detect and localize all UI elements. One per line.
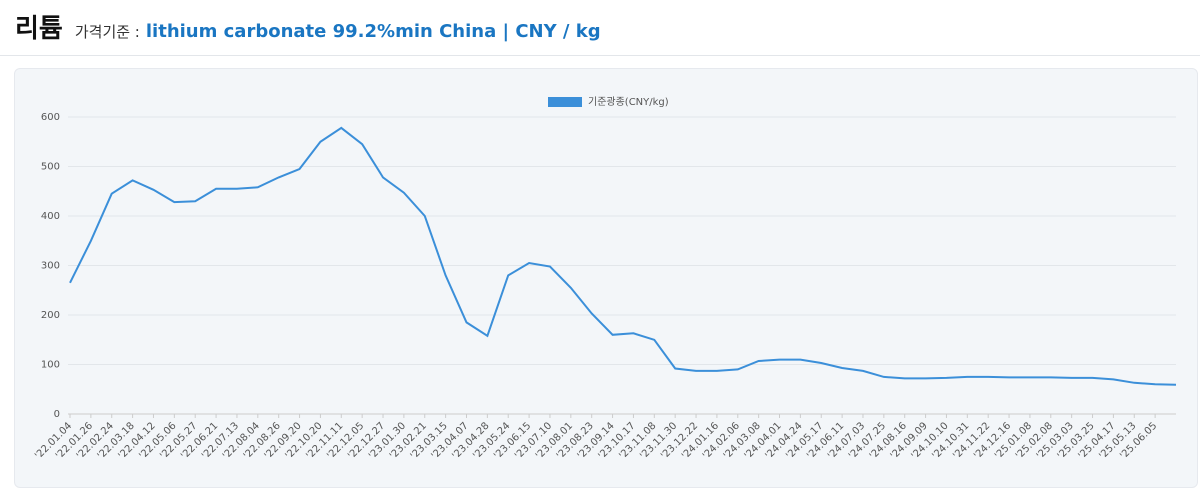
y-tick-label: 600 bbox=[41, 112, 60, 123]
chart-card bbox=[14, 68, 1198, 488]
y-tick-label: 500 bbox=[41, 162, 60, 173]
y-tick-label: 400 bbox=[41, 211, 60, 222]
divider bbox=[0, 55, 1200, 56]
y-tick-label: 100 bbox=[41, 360, 60, 371]
legend-swatch bbox=[548, 97, 582, 107]
y-tick-label: 0 bbox=[54, 409, 60, 420]
header: 리튬 가격기준 : lithium carbonate 99.2%min Chi… bbox=[15, 8, 601, 45]
legend-label: 기준광종(CNY/kg) bbox=[588, 96, 669, 108]
title: 리튬 bbox=[15, 14, 63, 44]
y-tick-label: 300 bbox=[41, 261, 60, 272]
line bbox=[69, 126, 1177, 386]
subtitle: lithium carbonate 99.2%min China | CNY /… bbox=[145, 21, 601, 42]
label: 가격기준 : bbox=[74, 23, 140, 41]
y-tick-label: 200 bbox=[41, 310, 60, 321]
